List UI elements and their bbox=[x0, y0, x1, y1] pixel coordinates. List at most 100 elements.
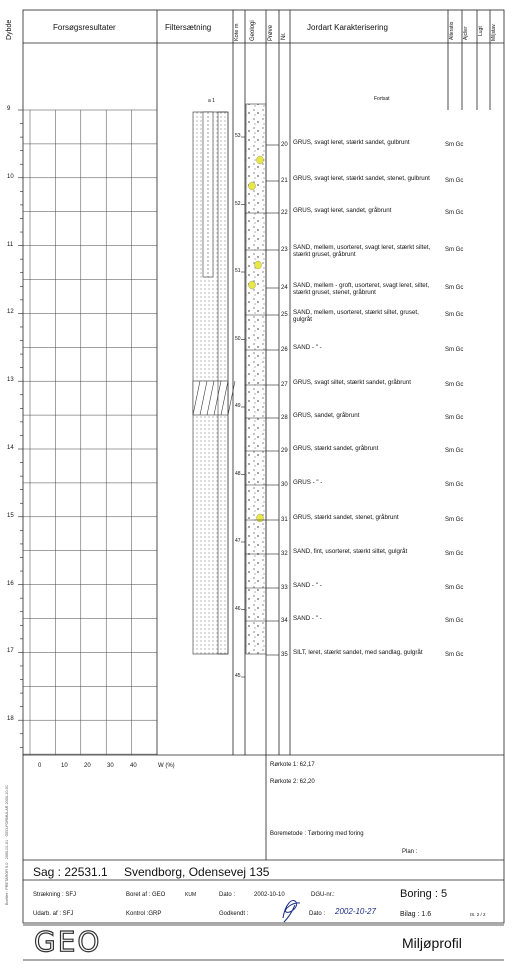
depth-label: 11 bbox=[7, 241, 14, 248]
kote-label: 45 bbox=[235, 673, 241, 679]
sample-description: SAND, mellem, usorteret, stærkt siltet, … bbox=[293, 309, 419, 323]
sample-description: GRUS, svagt leret, sandet, gråbrunt bbox=[293, 207, 392, 214]
filter-header: Filtersætning bbox=[165, 23, 212, 32]
depth-label: 10 bbox=[7, 173, 14, 180]
sample-nr: 32 bbox=[281, 551, 288, 557]
x-axis-tick: 40 bbox=[130, 763, 137, 769]
depth-label: 14 bbox=[7, 445, 14, 451]
sample-nr: 22 bbox=[281, 210, 288, 216]
boret-af: Boret af : GEO bbox=[126, 892, 166, 898]
sample-description: GRUS, stærkt sandet, gråbrunt bbox=[293, 445, 379, 452]
sample-nr: 24 bbox=[281, 285, 288, 291]
dato2-label: Dato : bbox=[309, 911, 326, 917]
sample-description: GRUS, stærkt sandet, stenet, gråbrunt bbox=[293, 514, 399, 521]
sample-description: GRUS, svagt leret, stærkt sandet, gulbru… bbox=[293, 139, 410, 146]
dato-value: 2002-10-10 bbox=[254, 892, 285, 898]
kote-label: 46 bbox=[235, 605, 241, 612]
geo-logo: GEO bbox=[33, 924, 102, 958]
sample-code: Sm Gc bbox=[445, 585, 464, 591]
sample-code: Sm Gc bbox=[445, 210, 464, 216]
dato2-value: 2002-10-27 bbox=[335, 907, 376, 916]
sample-description: SAND - " - bbox=[293, 615, 322, 622]
sample-nr: 26 bbox=[281, 347, 288, 353]
boret-af-suffix: KUM bbox=[185, 892, 197, 898]
sample-code: Sm Gc bbox=[445, 415, 464, 421]
rorkote-1: Rørkote 1: 62,17 bbox=[270, 762, 315, 768]
sample-description: SAND, fint, usorteret, stærkt siltet, gu… bbox=[293, 548, 408, 555]
x-axis-tick: 10 bbox=[61, 763, 68, 769]
sample-nr: 29 bbox=[281, 448, 288, 454]
bilag: Bilag : 1.6 bbox=[400, 911, 432, 918]
sample-code: Sm Gc bbox=[445, 347, 464, 353]
sample-description: GRUS, svagt siltet, stærkt sandet, gråbr… bbox=[293, 379, 411, 386]
lugt-header: Lugt bbox=[478, 26, 484, 36]
sample-nr: 23 bbox=[281, 247, 288, 253]
sample-description: GRUS, svagt leret, stærkt sandet, stenet… bbox=[293, 175, 430, 182]
sample-description: GRUS - " - bbox=[293, 479, 323, 486]
prove-header: Prøve bbox=[268, 24, 274, 41]
dybde-header: Dybde bbox=[6, 19, 13, 40]
geologi-header: Geologi bbox=[250, 20, 256, 41]
x-axis-tick: 20 bbox=[84, 763, 91, 769]
sample-code: Sm Gc bbox=[445, 178, 464, 184]
kote-label: 48 bbox=[235, 470, 241, 477]
sample-nr: 28 bbox=[281, 415, 288, 421]
sample-nr: 27 bbox=[281, 382, 288, 388]
sample-code: Sm Gc bbox=[445, 247, 464, 253]
kontrol: Kontrol :GRP bbox=[126, 911, 162, 917]
sample-nr: 34 bbox=[281, 618, 288, 624]
sample-nr: 20 bbox=[281, 142, 288, 148]
alder-header: Alteratio bbox=[449, 21, 455, 40]
rorkote-2: Rørkote 2: 62,20 bbox=[270, 779, 315, 785]
sag-label: Sag : 22531.1 bbox=[33, 865, 108, 879]
kote-label: 50 bbox=[235, 335, 241, 342]
depth-label: 17 bbox=[7, 648, 14, 655]
sample-nr: 25 bbox=[281, 312, 288, 318]
sample-description: SAND - " - bbox=[293, 344, 322, 351]
sample-code: Sm Gc bbox=[445, 285, 464, 291]
depth-label: 12 bbox=[7, 309, 14, 316]
depth-label: 18 bbox=[7, 716, 14, 723]
x-axis-tick: 30 bbox=[107, 763, 114, 769]
forsog-header: Forsøgsresultater bbox=[53, 23, 116, 32]
kote-label: 49 bbox=[235, 403, 241, 409]
x-axis-unit: W (%) bbox=[158, 763, 175, 769]
side-text: Borfiler : PRETAROR 5.0 · 2000-01-01 · G… bbox=[5, 785, 9, 905]
sample-description: SAND, mellem, usorteret, svagt leret, st… bbox=[293, 244, 431, 258]
sample-code: Sm Gc bbox=[445, 142, 464, 148]
sample-description: SAND, mellem - groft, usorteret, svagt l… bbox=[293, 282, 430, 296]
aflejr-header: Ajclier bbox=[463, 26, 469, 40]
kote-label: 53 bbox=[235, 133, 241, 139]
kote-label: 47 bbox=[235, 538, 241, 544]
sample-code: Sm Gc bbox=[445, 312, 464, 318]
depth-label: 15 bbox=[7, 512, 14, 519]
plan-label: Plan : bbox=[402, 849, 418, 855]
sample-code: Sm Gc bbox=[445, 448, 464, 454]
nr-header: Nr. bbox=[281, 32, 287, 40]
miljo-header: Miljstav. bbox=[491, 23, 497, 41]
depth-label: 9 bbox=[7, 106, 11, 112]
sample-nr: 33 bbox=[281, 585, 288, 591]
boring-label: Boring : 5 bbox=[400, 888, 448, 900]
page-number: IS. 2 / 2 bbox=[470, 912, 486, 917]
depth-label: 13 bbox=[7, 377, 14, 384]
sample-nr: 21 bbox=[281, 178, 288, 184]
kote-label: 52 bbox=[235, 200, 241, 207]
sample-code: Sm Gc bbox=[445, 382, 464, 388]
fortsat-label: Fortsat bbox=[374, 96, 390, 102]
sample-nr: 31 bbox=[281, 517, 288, 523]
x-axis-tick: 0 bbox=[38, 763, 42, 769]
sample-code: Sm Gc bbox=[445, 482, 464, 488]
dgu-label: DGU-nr.: bbox=[311, 892, 335, 898]
sample-description: SILT, leret, stærkt sandet, med sandlag,… bbox=[293, 649, 423, 656]
sample-description: GRUS, sandet, gråbrunt bbox=[293, 412, 360, 419]
page-title: Miljøprofil bbox=[402, 935, 462, 951]
location: Svendborg, Odensevej 135 bbox=[124, 865, 270, 879]
sample-code: Sm Gc bbox=[445, 551, 464, 557]
filter-top-mark: a 1 bbox=[208, 98, 215, 104]
udarb-af: Udarb. af : SFJ bbox=[33, 911, 74, 917]
sample-nr: 35 bbox=[281, 652, 288, 658]
dato-label: Dato : bbox=[219, 892, 236, 898]
jordart-header: Jordart Karakterisering bbox=[307, 23, 388, 32]
